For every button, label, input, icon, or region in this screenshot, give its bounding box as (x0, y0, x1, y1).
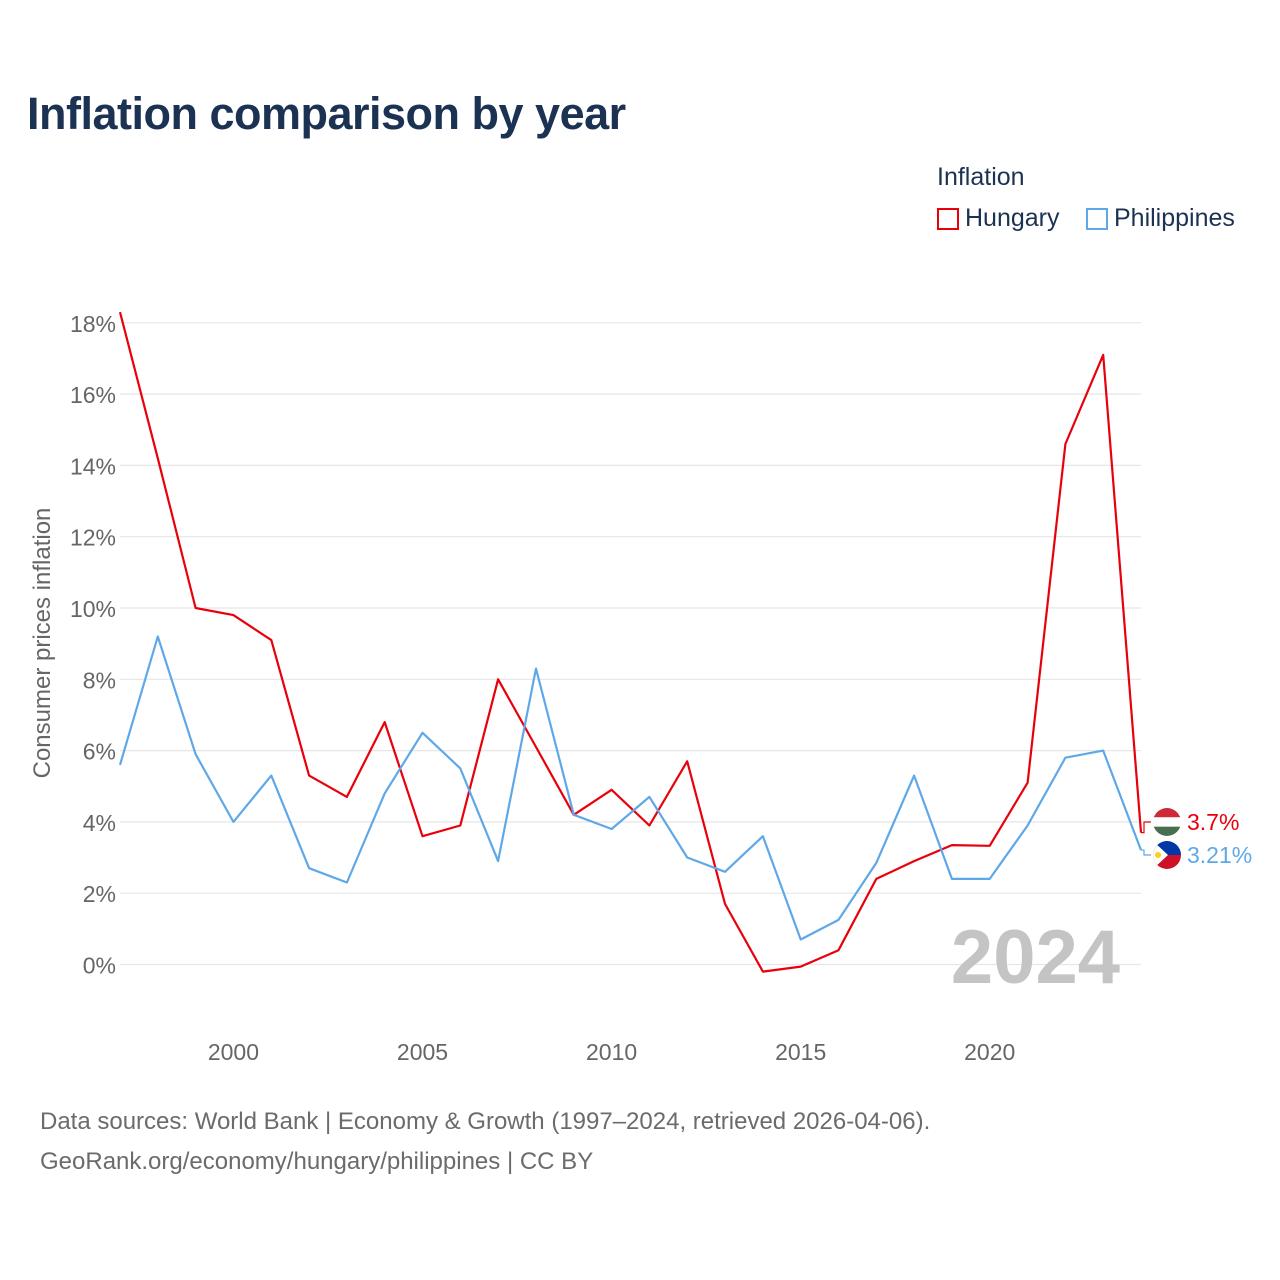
end-label-connector (1141, 821, 1151, 834)
legend-label-philippines: Philippines (1114, 204, 1235, 232)
philippines-flag-icon (1153, 841, 1181, 869)
legend-item-hungary[interactable]: Hungary (937, 204, 1060, 233)
legend-title: Inflation (937, 163, 1025, 191)
legend-item-philippines[interactable]: Philippines (1086, 204, 1235, 233)
y-tick-label: 8% (83, 667, 116, 693)
y-tick-label: 10% (70, 596, 116, 622)
y-tick-label: 14% (70, 453, 116, 479)
series-line-hungary (118, 311, 1143, 973)
hungary-flag-icon (1153, 808, 1181, 836)
x-tick-label: 2005 (397, 1039, 448, 1065)
y-tick-label: 16% (70, 382, 116, 408)
year-watermark: 2024 (951, 915, 1120, 1000)
x-tick-label: 2000 (208, 1039, 259, 1065)
footer-sources: Data sources: World Bank | Economy & Gro… (40, 1108, 931, 1135)
y-tick-label: 12% (70, 525, 116, 551)
y-tick-label: 2% (83, 881, 116, 907)
legend-swatch-hungary (937, 207, 959, 230)
y-tick-label: 0% (83, 953, 116, 979)
x-tick-label: 2010 (586, 1039, 637, 1065)
series-line-philippines (118, 635, 1143, 941)
end-label-connector (1141, 849, 1151, 856)
x-tick-label: 2020 (964, 1039, 1015, 1065)
chart-title: Inflation comparison by year (27, 88, 626, 139)
legend-label-hungary: Hungary (965, 204, 1060, 232)
legend-swatch-philippines (1086, 207, 1108, 230)
footer-attribution[interactable]: GeoRank.org/economy/hungary/philippines … (40, 1148, 594, 1175)
end-value-label-philippines: 3.21% (1187, 842, 1252, 868)
y-tick-label: 6% (83, 739, 116, 765)
y-tick-label: 18% (70, 311, 116, 337)
y-axis-label: Consumer prices inflation (29, 508, 56, 779)
x-tick-label: 2015 (775, 1039, 826, 1065)
y-tick-label: 4% (83, 810, 116, 836)
end-value-label-hungary: 3.7% (1187, 809, 1239, 835)
